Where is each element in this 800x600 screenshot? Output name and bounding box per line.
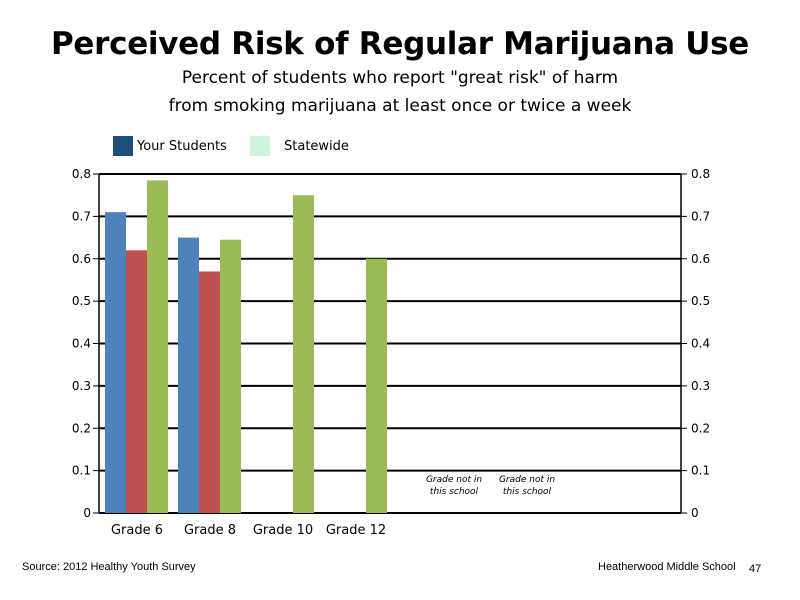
y-tick-label-right: 0.5 — [691, 294, 710, 308]
y-tick-label-right: 0.3 — [691, 379, 710, 393]
y-tick-label-left: 0.2 — [72, 421, 91, 435]
y-tick-label-right: 0.6 — [691, 252, 710, 266]
y-tick-label-right: 0.4 — [691, 337, 710, 351]
annotation-text: Grade not in — [499, 475, 555, 485]
chart-subtitle-line-1: Percent of students who report "great ri… — [181, 68, 619, 88]
bar — [220, 239, 241, 513]
annotation-text: Grade not in — [426, 475, 482, 485]
annotation-text: this school — [430, 487, 479, 497]
bar — [105, 212, 126, 513]
source-note: Source: 2012 Healthy Youth Survey — [22, 561, 196, 573]
y-tick-label-right: 0.8 — [691, 167, 710, 181]
legend-item-your-students: Your Students — [113, 136, 227, 156]
y-tick-label-left: 0.7 — [72, 209, 91, 223]
chart-title: Perceived Risk of Regular Marijuana Use — [50, 26, 750, 62]
bar — [293, 195, 314, 513]
legend-label-your-students: Your Students — [137, 138, 227, 154]
y-tick-label-right: 0 — [691, 506, 699, 520]
x-tick-label: Grade 6 — [111, 523, 163, 538]
school-name: Heatherwood Middle School — [598, 561, 736, 573]
y-tick-label-left: 0.4 — [72, 337, 91, 351]
y-tick-label-left: 0.6 — [72, 252, 91, 266]
page-number: 47 — [749, 563, 762, 575]
bar — [366, 258, 387, 513]
annotation-text: this school — [503, 487, 552, 497]
legend-swatch-statewide — [250, 136, 270, 156]
legend-label-statewide: Statewide — [284, 138, 349, 154]
y-tick-label-right: 0.1 — [691, 464, 710, 478]
y-tick-label-left: 0.3 — [72, 379, 91, 393]
y-tick-label-right: 0.7 — [691, 209, 710, 223]
bar-chart: 0 0 0.1 0.1 0.2 0.2 0.3 0.3 0.4 0.4 0.5 0.5 0.6 0.6 0.… — [72, 167, 710, 538]
legend-swatch-your-students — [113, 136, 133, 156]
legend-item-statewide: Statewide — [250, 136, 349, 156]
bar — [147, 180, 168, 513]
y-tick-label-left: 0 — [83, 506, 91, 520]
y-tick-label-left: 0.8 — [72, 167, 91, 181]
y-tick-label-right: 0.2 — [691, 421, 710, 435]
x-tick-label: Grade 12 — [326, 523, 386, 538]
x-tick-label: Grade 8 — [184, 523, 236, 538]
bar — [199, 271, 220, 513]
y-tick-label-left: 0.1 — [72, 464, 91, 478]
chart-subtitle-line-2: from smoking marijuana at least once or … — [168, 96, 632, 116]
bar — [126, 250, 147, 513]
x-tick-label: Grade 10 — [253, 523, 313, 538]
y-tick-label-left: 0.5 — [72, 294, 91, 308]
bar — [178, 237, 199, 513]
